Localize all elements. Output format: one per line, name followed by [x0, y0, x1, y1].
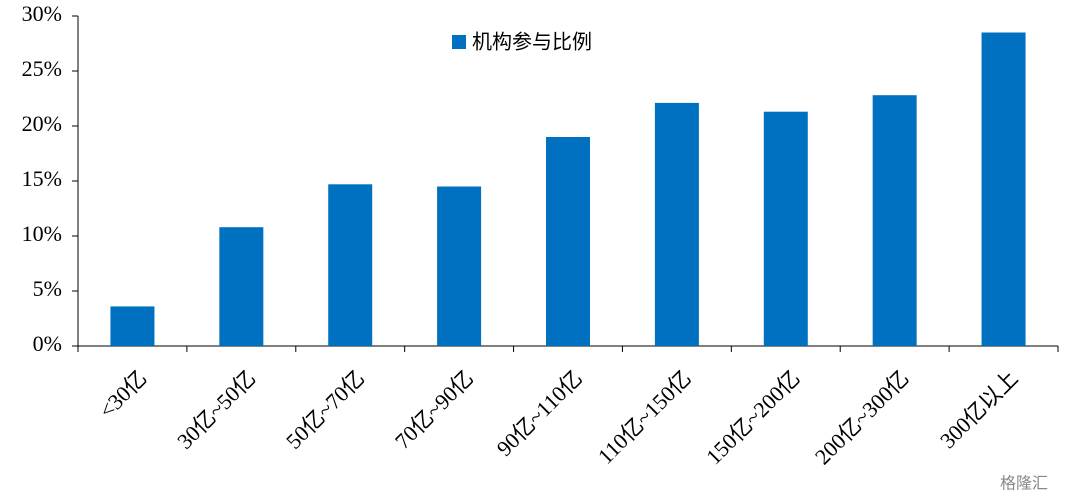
y-tick-label: 25%: [22, 56, 62, 81]
x-tick-label: 70亿~90亿: [390, 365, 478, 453]
y-tick-label: 15%: [22, 166, 62, 191]
y-tick-label: 0%: [33, 331, 62, 356]
bar: [110, 306, 155, 346]
bar: [654, 102, 699, 347]
y-tick-label: 10%: [22, 221, 62, 246]
bar: [328, 184, 373, 346]
x-tick-label: 110亿~150亿: [593, 365, 696, 468]
x-tick-label: 200亿~300亿: [810, 365, 914, 469]
bar: [437, 186, 482, 346]
bar: [546, 137, 590, 346]
y-tick-label: 5%: [33, 276, 62, 301]
x-tick-label: 90亿~110亿: [492, 365, 588, 461]
y-tick-label: 20%: [22, 111, 62, 136]
bar: [872, 95, 917, 346]
bar: [763, 111, 808, 346]
legend-swatch: [452, 35, 466, 49]
x-tick-label: <30亿: [94, 365, 152, 423]
x-tick-label: 300亿以上: [935, 365, 1023, 453]
bar: [981, 32, 1026, 346]
x-tick-label: 50亿~70亿: [281, 365, 369, 453]
legend-label: 机构参与比例: [472, 30, 592, 54]
y-tick-label: 30%: [22, 1, 62, 26]
x-tick-label: 150亿~200亿: [701, 365, 805, 469]
x-tick-label: 30亿~50亿: [172, 365, 260, 453]
watermark: 格隆汇: [1000, 474, 1048, 493]
bar: [219, 227, 264, 346]
